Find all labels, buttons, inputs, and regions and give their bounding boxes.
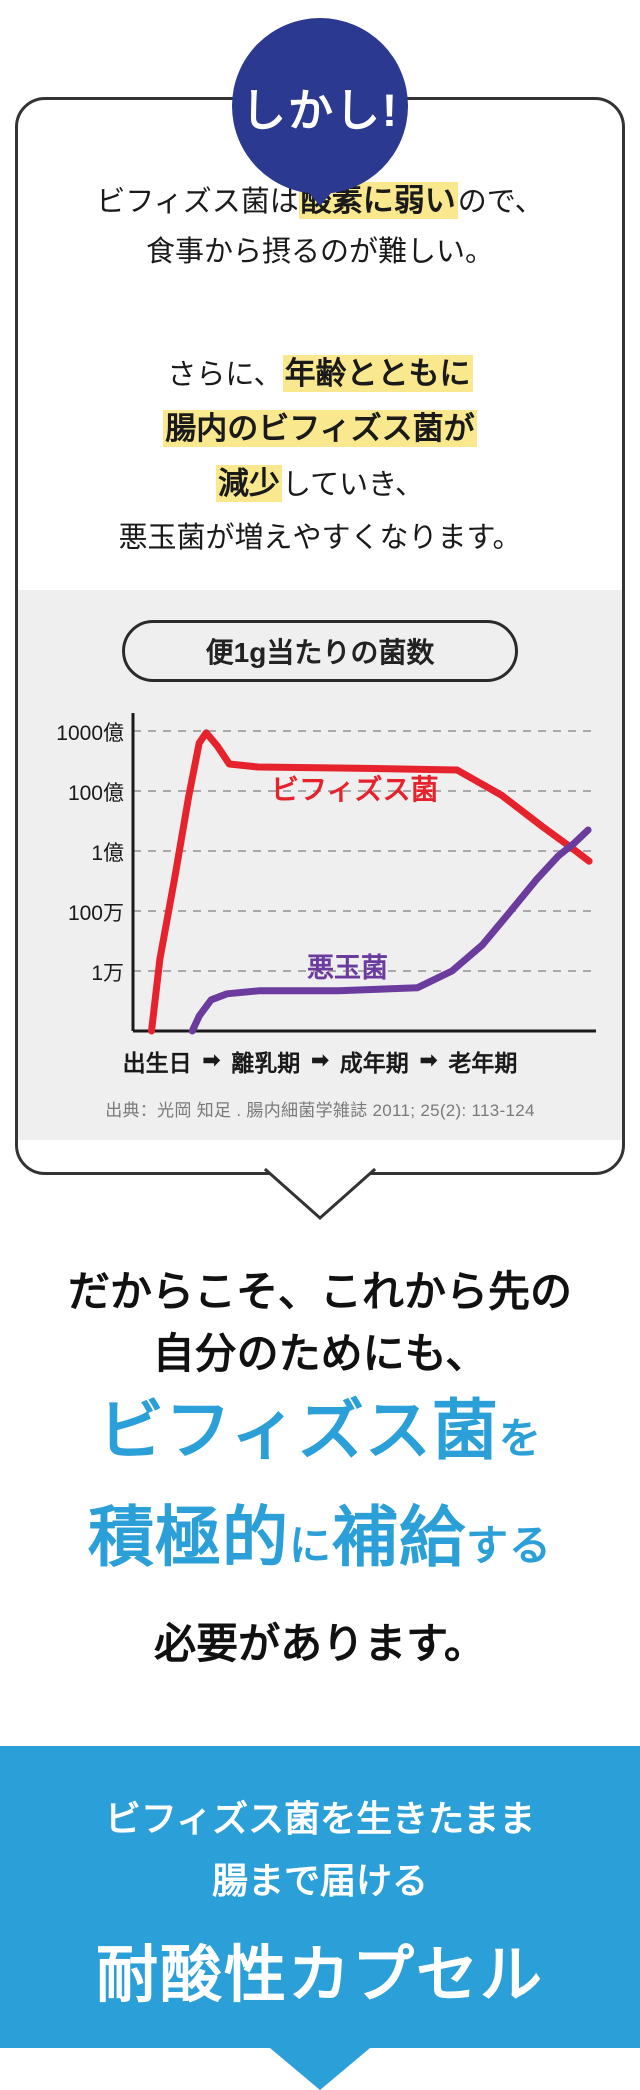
intro-paragraph-1: ビフィズス菌は酸素に弱いので、 食事から摂るのが難しい。 xyxy=(18,176,622,277)
bacteria-chart-svg xyxy=(131,713,596,1035)
banner-tail xyxy=(270,2048,370,2090)
statement-blue-line-2: 積極的に補給する xyxy=(87,1500,553,1574)
however-badge-label: しかし! xyxy=(241,84,399,136)
intro-l3-normal: さらに、 xyxy=(167,359,283,391)
intro-l5-normal: していき、 xyxy=(281,469,425,501)
y-tick-1000oku: 1000億 xyxy=(56,722,124,745)
statement-line-last: 必要があります。 xyxy=(154,1622,486,1668)
intro-l1-tail: ので、 xyxy=(457,186,544,218)
y-tick-1man: 1万 xyxy=(91,962,124,985)
intro-l1-normal: ビフィズス菌は xyxy=(96,186,299,218)
banner-line-2: 腸まで届ける xyxy=(211,1861,428,1901)
intro-l2: 食事から摂るのが難しい。 xyxy=(145,236,494,268)
x-stage-birth: 出生日 xyxy=(122,1050,192,1076)
series-label-bifidus: ビフィズス菌 xyxy=(271,774,439,805)
x-stage-elderly: 老年期 xyxy=(448,1050,518,1076)
statement-bifidus: ビフィズス菌 xyxy=(98,1393,499,1467)
y-tick-1oku: 1億 xyxy=(91,842,124,865)
statement-active: 積極的 xyxy=(87,1500,289,1574)
speech-bubble-card: しかし! ビフィズス菌は酸素に弱いので、 食事から摂るのが難しい。 さらに、年齢… xyxy=(15,18,625,1221)
however-badge-tail xyxy=(303,186,337,206)
chart-title: 便1g当たりの菌数 xyxy=(205,637,435,668)
intro-l5-highlight: 減少 xyxy=(215,465,282,502)
intro-l4-highlight: 腸内のビフィズス菌が xyxy=(163,410,477,447)
y-tick-100man: 100万 xyxy=(67,902,124,925)
banner-capsule-title: 耐酸性カプセル xyxy=(95,1941,544,2010)
intro-text: ビフィズス菌は酸素に弱いので、 食事から摂るのが難しい。 さらに、年齢とともに … xyxy=(18,100,622,565)
statement-section: だからこそ、これから先の 自分のためにも、 ビフィズス菌を 積極的に補給する 必… xyxy=(0,1262,640,1676)
chart-source: 出典：光岡 知足 . 腸内細菌学雑誌 2011; 25(2): 113-124 xyxy=(105,1101,535,1120)
x-stage-weaning: 離乳期 xyxy=(231,1050,301,1076)
statement-line-1: だからこそ、これから先の 自分のためにも、 xyxy=(67,1270,572,1378)
intro-l3-highlight: 年齢とともに xyxy=(282,355,473,392)
however-badge: しかし! xyxy=(232,18,408,194)
intro-l6: 悪玉菌が増えやすくなります。 xyxy=(118,522,522,554)
y-tick-100oku: 100億 xyxy=(67,782,124,805)
series-label-bad-bacteria: 悪玉菌 xyxy=(307,953,388,983)
capsule-banner: ビフィズス菌を生きたまま 腸まで届ける 耐酸性カプセル xyxy=(0,1746,640,2048)
arrow-right-icon: ➡ xyxy=(311,1048,329,1072)
arrow-right-icon: ➡ xyxy=(419,1048,438,1072)
x-stage-adult: 成年期 xyxy=(339,1050,409,1076)
intro-paragraph-2: さらに、年齢とともに 腸内のビフィズス菌が 減少していき、 悪玉菌が増えやすくな… xyxy=(18,347,622,565)
statement-replenish: 補給 xyxy=(332,1500,466,1574)
statement-blue-line-1: ビフィズス菌を xyxy=(98,1393,542,1467)
bacteria-chart: 1000億 100億 1億 100万 1万 ビフィズス菌 悪玉菌 xyxy=(18,708,622,1038)
chart-panel: 便1g当たりの菌数 1000億 100億 1億 100万 1万 ビフィズス菌 悪… xyxy=(18,590,622,1140)
chart-title-pill: 便1g当たりの菌数 xyxy=(122,620,518,682)
arrow-right-icon: ➡ xyxy=(202,1048,221,1072)
banner-line-1: ビフィズス菌を生きたまま xyxy=(104,1799,536,1839)
x-axis-labels: 出生日 ➡ 離乳期 ➡ 成年期 ➡ 老年期 xyxy=(18,1044,622,1078)
card-tail xyxy=(264,1168,376,1221)
